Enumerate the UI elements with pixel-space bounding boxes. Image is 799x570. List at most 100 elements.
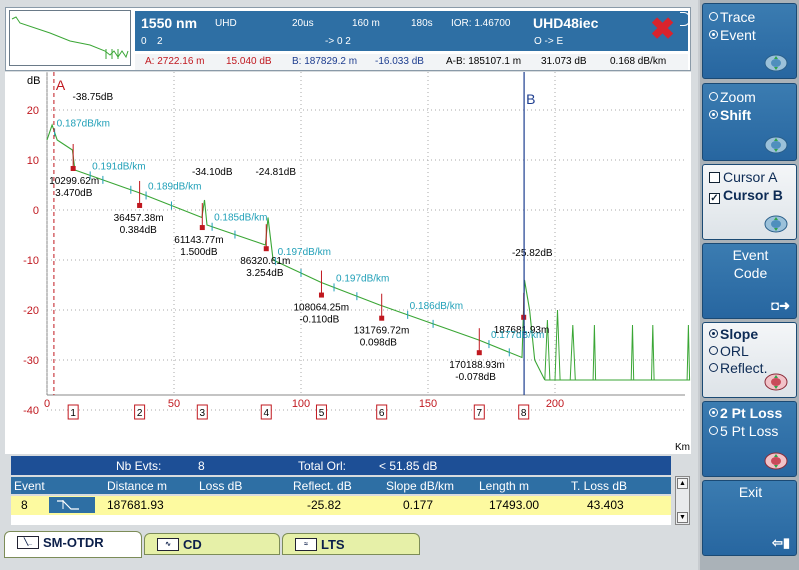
event-number-label: 2 <box>137 408 143 419</box>
event-marker[interactable] <box>70 166 76 171</box>
event-number-label: 1 <box>70 408 76 419</box>
option-slope[interactable]: Slope <box>709 326 758 342</box>
range: 160 m <box>352 18 380 29</box>
cd-tab-icon: ∿ <box>157 538 179 551</box>
ab-slope: 0.168 dB/km <box>610 56 667 67</box>
wavelength: 1550 nm <box>141 15 198 31</box>
event-number-box[interactable] <box>134 404 146 420</box>
checkbox-cursor-a[interactable]: Cursor A <box>709 169 777 185</box>
event-loss-label: 0.098dB <box>360 338 398 349</box>
event-marker[interactable] <box>263 246 269 252</box>
event-marker[interactable] <box>137 202 143 208</box>
rotary-knob-icon <box>764 215 788 233</box>
measurement-mode-selector[interactable]: Slope ORL Reflect. <box>702 322 797 398</box>
event-distance-label: 108064.25m <box>293 303 349 314</box>
cursor-selector[interactable]: Cursor A ✓ Cursor B <box>702 164 797 240</box>
event-distance-label: 36457.38m <box>114 213 164 224</box>
tab-lts[interactable]: ≈ LTS <box>282 533 420 555</box>
event-marker[interactable] <box>318 292 324 298</box>
checkbox-cursor-b[interactable]: ✓ Cursor B <box>709 187 783 204</box>
trace-name: UHD48iec <box>533 15 599 31</box>
trace-event-selector[interactable]: Trace Event <box>702 3 797 79</box>
loss-mode-selector[interactable]: 2 Pt Loss 5 Pt Loss <box>702 401 797 477</box>
y-tick-label: -30 <box>23 355 39 367</box>
rotary-knob-icon <box>764 54 788 72</box>
cursor-a-level: 15.040 dB <box>226 56 272 67</box>
option-reflect[interactable]: Reflect. <box>709 360 767 376</box>
nb-events-value: 8 <box>198 459 205 473</box>
cursor-readout-bar: A: 2722.16 m 15.040 dB B: 187829.2 m -16… <box>135 54 688 70</box>
exit-button[interactable]: Exit ⇦▮ <box>702 480 797 556</box>
scroll-down-icon[interactable]: ▼ <box>677 512 688 523</box>
acquisition-time: 180s <box>411 18 433 29</box>
y-tick-label: 20 <box>27 105 39 117</box>
col-distance: Distance m <box>107 479 168 493</box>
x-tick-label: 50 <box>168 398 180 410</box>
x-tick-label: 150 <box>419 398 437 410</box>
event-marker[interactable] <box>476 350 482 356</box>
event-loss-label: 3.470dB <box>55 188 93 199</box>
noise-tail-line <box>544 309 691 381</box>
y-tick-label: 0 <box>33 205 39 217</box>
event-number-label: 3 <box>200 408 206 419</box>
otdr-tab-icon: ╲_ <box>17 536 39 549</box>
tab-sm-otdr[interactable]: ╲_ SM-OTDR <box>4 531 142 558</box>
event-number-box[interactable] <box>315 404 327 420</box>
cell-slope: 0.177 <box>403 498 434 512</box>
cursor-a-position: A: 2722.16 m <box>145 56 205 67</box>
zoom-shift-selector[interactable]: Zoom Shift <box>702 83 797 161</box>
event-distance-label: 10299.62m <box>49 176 99 187</box>
option-shift[interactable]: Shift <box>709 107 751 123</box>
row2-left-a: 0 <box>141 36 147 47</box>
radio-selected-icon <box>709 329 718 338</box>
event-code-button[interactable]: Event Code ◘➜ <box>702 243 797 319</box>
pulse-width: 20us <box>292 18 314 29</box>
slope-label: 0.197dB/km <box>336 273 389 284</box>
event-loss-label: 3.254dB <box>246 268 284 279</box>
option-2pt-loss[interactable]: 2 Pt Loss <box>709 405 782 421</box>
event-number-box[interactable] <box>473 404 485 420</box>
scroll-up-icon[interactable]: ▲ <box>677 478 688 489</box>
event-number-box[interactable] <box>67 404 79 420</box>
table-scrollbar[interactable]: ▲ ▼ <box>675 476 690 525</box>
rotary-knob-icon <box>764 373 788 391</box>
cursor-b-level: -16.033 dB <box>375 56 424 67</box>
trace-header: 1550 nm UHD 20us 160 m 180s IOR: 1.46700… <box>5 7 691 71</box>
option-event[interactable]: Event <box>709 27 756 43</box>
event-marker[interactable] <box>199 225 205 231</box>
cell-event: 8 <box>21 498 28 512</box>
event-table-header: Event Distance m Loss dB Reflect. dB Slo… <box>11 477 671 494</box>
event-number-box[interactable] <box>518 404 530 420</box>
option-5pt-loss[interactable]: 5 Pt Loss <box>709 423 778 439</box>
slope-label: 0.186dB/km <box>410 301 463 312</box>
radio-selected-icon <box>709 110 718 119</box>
event-number-box[interactable] <box>260 404 272 420</box>
cell-length: 17493.00 <box>489 498 540 512</box>
module-tabs: ╲_ SM-OTDR ∿ CD ≈ LTS <box>0 530 698 570</box>
otdr-trace-plot[interactable]: 20 10 0 -10 -20 -30 -40 0 50 100 150 200 dB Km 102… <box>5 72 691 454</box>
close-icon[interactable]: ✖ <box>650 13 676 46</box>
event-summary-bar: Nb Evts: 8 Total Orl: < 51.85 dB <box>11 456 671 475</box>
col-loss: Loss dB <box>199 479 243 493</box>
event-number-box[interactable] <box>376 404 388 420</box>
event-number-label: 5 <box>319 408 325 419</box>
row2-origin-end: O -> E <box>534 36 564 47</box>
col-slope: Slope dB/km <box>386 479 455 493</box>
slope-label: 0.187dB/km <box>57 119 110 130</box>
event-marker[interactable] <box>379 315 385 321</box>
x-tick-label: 200 <box>546 398 564 410</box>
tab-cd[interactable]: ∿ CD <box>144 533 280 555</box>
radio-icon <box>709 363 718 372</box>
radio-icon <box>709 346 718 355</box>
option-trace[interactable]: Trace <box>709 9 755 25</box>
event-number-box[interactable] <box>196 404 208 420</box>
option-orl[interactable]: ORL <box>709 343 749 359</box>
table-row[interactable]: 8 187681.93 -25.82 0.177 17493.00 43.403 <box>11 496 671 515</box>
y-tick-label: -10 <box>23 255 39 267</box>
option-zoom[interactable]: Zoom <box>709 89 756 105</box>
corner-indicator-icon <box>680 12 690 26</box>
index-of-refraction: IOR: 1.46700 <box>451 18 511 29</box>
cell-total-loss: 43.403 <box>587 498 624 512</box>
event-number-label: 6 <box>379 408 385 419</box>
trace-overview-thumbnail[interactable] <box>9 10 131 66</box>
